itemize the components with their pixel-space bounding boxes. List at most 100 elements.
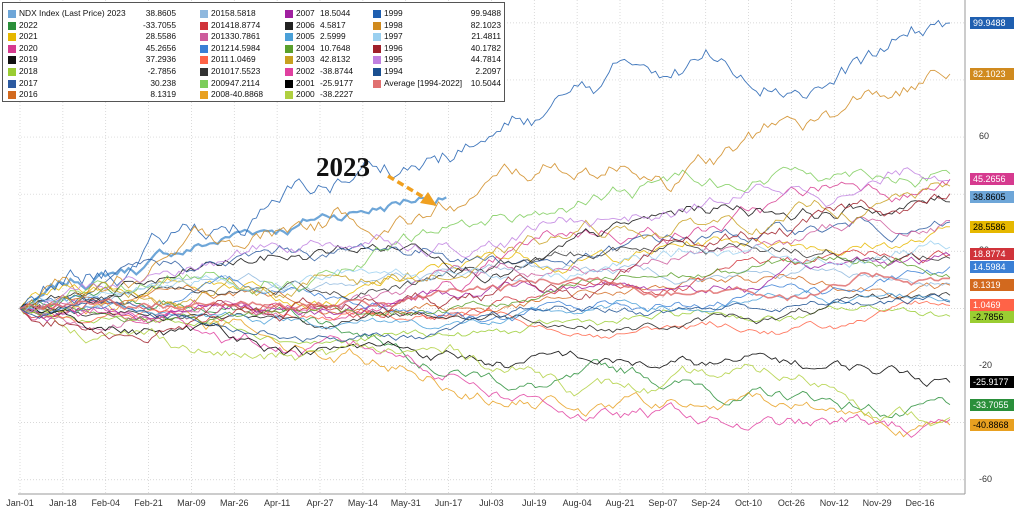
x-tick-label: Sep-07 <box>648 498 678 508</box>
legend-name: 2002 <box>296 65 315 76</box>
legend-name: 2020 <box>19 42 38 53</box>
value-badge: 14.5984 <box>970 260 1014 273</box>
annotation-arrow <box>387 174 437 206</box>
legend-value: -40.8868 <box>230 89 264 100</box>
series-line-2022 <box>19 286 951 419</box>
legend-swatch <box>285 44 293 53</box>
value-badge: 1.0469 <box>970 299 1014 312</box>
value-badge: 82.1023 <box>970 67 1014 80</box>
legend-swatch <box>8 33 16 42</box>
x-tick-label: Jun-17 <box>434 498 463 508</box>
legend-swatch <box>8 44 16 53</box>
legend-value: 4.5817 <box>320 19 346 30</box>
series-line-2012 <box>19 266 951 323</box>
y-tick-label: 60 <box>979 131 990 142</box>
legend-value: 8.1319 <box>150 89 176 100</box>
legend-swatch <box>200 33 208 42</box>
series-line-2006 <box>19 292 951 333</box>
series-line-1997 <box>19 240 951 313</box>
legend-name: 2012 <box>211 42 230 53</box>
legend-value: 2.5999 <box>320 31 346 42</box>
x-tick-label: Dec-16 <box>905 498 935 508</box>
value-badge: 38.8605 <box>970 191 1014 204</box>
series-line-2008 <box>19 294 951 438</box>
legend-swatch <box>8 10 16 18</box>
legend-value: -2.7856 <box>147 65 176 76</box>
series-line-2015 <box>19 262 951 312</box>
legend-name: 2006 <box>296 19 315 30</box>
legend-name: 2018 <box>19 65 38 76</box>
legend-swatch <box>285 21 293 30</box>
x-tick-label: Oct-10 <box>735 498 763 508</box>
legend-swatch <box>285 10 293 18</box>
legend-value: 47.2114 <box>230 77 260 88</box>
legend-name: 1998 <box>384 19 403 30</box>
series-line-2001 <box>19 303 951 388</box>
legend-value: -33.7055 <box>142 19 176 30</box>
series-lines <box>19 19 951 438</box>
legend-value: -38.8744 <box>320 65 354 76</box>
legend-value: 28.5586 <box>145 31 176 42</box>
legend-swatch <box>200 67 208 76</box>
legend-name: 1997 <box>384 31 403 42</box>
legend-swatch <box>373 10 381 18</box>
legend-value: 42.8132 <box>320 54 351 65</box>
legend-name: Average [1994-2022] <box>384 77 463 88</box>
legend-name: 2007 <box>296 8 315 18</box>
legend-swatch <box>200 56 208 65</box>
annotation-label: 2023 <box>316 152 370 182</box>
legend-name: 2009 <box>211 77 230 88</box>
legend-name: 1999 <box>384 8 403 18</box>
legend-swatch <box>200 10 208 18</box>
legend-value: 44.7814 <box>470 54 501 65</box>
legend-value: 14.5984 <box>230 42 261 53</box>
legend-name: 1994 <box>384 65 403 76</box>
legend-name: 2021 <box>19 31 38 42</box>
series-line-2018 <box>19 304 951 345</box>
legend-swatch <box>373 33 381 42</box>
legend-name: 2010 <box>211 65 230 76</box>
series-line-1996 <box>19 193 951 344</box>
legend-name: NDX Index (Last Price) 2023 <box>19 8 126 18</box>
series-line-2017 <box>19 217 951 311</box>
series-line-2004 <box>19 255 951 324</box>
legend-name: 2005 <box>296 31 315 42</box>
series-line-2005 <box>19 290 951 330</box>
x-tick-label: Aug-04 <box>562 498 592 508</box>
series-line-1998 <box>19 69 951 312</box>
series-line-2021 <box>19 226 951 310</box>
value-badge: 99.9488 <box>970 16 1014 29</box>
legend-name: 2022 <box>19 19 38 30</box>
x-tick-label: Jan-18 <box>49 498 77 508</box>
legend-value: 30.238 <box>150 77 176 88</box>
legend-swatch <box>200 21 208 30</box>
x-tick-label: Aug-21 <box>605 498 635 508</box>
x-tick-label: Jul-19 <box>522 498 547 508</box>
legend-value: 10.7648 <box>320 42 351 53</box>
legend-swatch <box>8 56 16 65</box>
legend-value: 37.2936 <box>145 54 176 65</box>
legend-name: 2008 <box>211 89 230 100</box>
x-tick-label: Mar-26 <box>220 498 249 508</box>
legend-name: 2014 <box>211 19 230 30</box>
series-line-2011 <box>19 300 951 339</box>
value-badge: 45.2656 <box>970 173 1014 186</box>
series-line-2009 <box>19 166 951 311</box>
series-line-2007 <box>19 251 951 322</box>
legend-name: 2004 <box>296 42 315 53</box>
legend-swatch <box>285 33 293 42</box>
legend-name: 2017 <box>19 77 38 88</box>
legend-name: 2015 <box>211 8 230 18</box>
legend-name: 2001 <box>296 77 315 88</box>
legend-swatch <box>8 67 16 76</box>
value-badge: 28.5586 <box>970 220 1014 233</box>
x-tick-label: May-31 <box>390 498 421 508</box>
legend-name: 2011 <box>211 54 230 65</box>
legend-swatch <box>200 44 208 53</box>
legend-swatch <box>8 91 16 100</box>
legend-value: 99.9488 <box>470 8 501 18</box>
value-badge: -33.7055 <box>970 398 1014 411</box>
series-line-1995 <box>19 167 951 313</box>
arrow-shaft <box>387 174 426 200</box>
legend-swatch <box>200 91 208 100</box>
